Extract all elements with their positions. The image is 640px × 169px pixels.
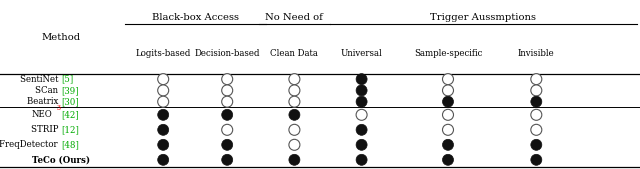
Text: Universal: Universal [340,49,383,58]
Ellipse shape [531,124,542,135]
Ellipse shape [442,96,454,107]
Text: NEO: NEO [32,110,52,119]
Ellipse shape [531,74,542,85]
Ellipse shape [289,109,300,120]
Text: Decision-based: Decision-based [195,49,260,58]
Text: Clean Data: Clean Data [271,49,318,58]
Ellipse shape [221,124,233,135]
Ellipse shape [442,139,454,150]
Text: [48]: [48] [61,140,79,149]
Ellipse shape [289,139,300,150]
Text: SentiNet: SentiNet [20,75,61,84]
Ellipse shape [289,74,300,85]
Ellipse shape [356,96,367,107]
Ellipse shape [531,154,542,165]
Text: Method: Method [41,33,81,42]
Text: Beatrix: Beatrix [27,97,61,106]
Ellipse shape [442,74,454,85]
Text: [5]: [5] [61,75,73,84]
Ellipse shape [531,85,542,96]
Text: [39]: [39] [61,86,79,95]
Text: FreqDetector: FreqDetector [0,140,61,149]
Ellipse shape [356,124,367,135]
Ellipse shape [356,85,367,96]
Ellipse shape [157,154,169,165]
Ellipse shape [157,74,169,85]
Text: Invisible: Invisible [518,49,555,58]
Ellipse shape [157,85,169,96]
Ellipse shape [221,109,233,120]
Ellipse shape [289,85,300,96]
Text: 3: 3 [56,104,60,112]
Ellipse shape [442,85,454,96]
Ellipse shape [356,74,367,85]
Text: Logits-based: Logits-based [136,49,191,58]
Ellipse shape [356,154,367,165]
Ellipse shape [531,139,542,150]
Ellipse shape [221,154,233,165]
Ellipse shape [221,74,233,85]
Ellipse shape [157,109,169,120]
Text: STRIP: STRIP [31,125,61,134]
Ellipse shape [442,124,454,135]
Text: [42]: [42] [61,110,79,119]
Text: Trigger Aussmptions: Trigger Aussmptions [430,13,536,22]
Ellipse shape [531,96,542,107]
Text: SCan: SCan [35,86,61,95]
Ellipse shape [356,109,367,120]
Ellipse shape [221,139,233,150]
Text: [30]: [30] [61,97,79,106]
Ellipse shape [221,85,233,96]
Ellipse shape [157,139,169,150]
Ellipse shape [289,154,300,165]
Ellipse shape [157,96,169,107]
Ellipse shape [289,96,300,107]
Text: No Need of: No Need of [266,13,323,22]
Ellipse shape [356,139,367,150]
Text: TeCo (Ours): TeCo (Ours) [32,155,90,164]
Text: [12]: [12] [61,125,79,134]
Ellipse shape [531,109,542,120]
Ellipse shape [442,109,454,120]
Ellipse shape [289,124,300,135]
Text: Sample-specific: Sample-specific [414,49,482,58]
Ellipse shape [221,96,233,107]
Ellipse shape [442,154,454,165]
Text: Black-box Access: Black-box Access [152,13,239,22]
Ellipse shape [157,124,169,135]
